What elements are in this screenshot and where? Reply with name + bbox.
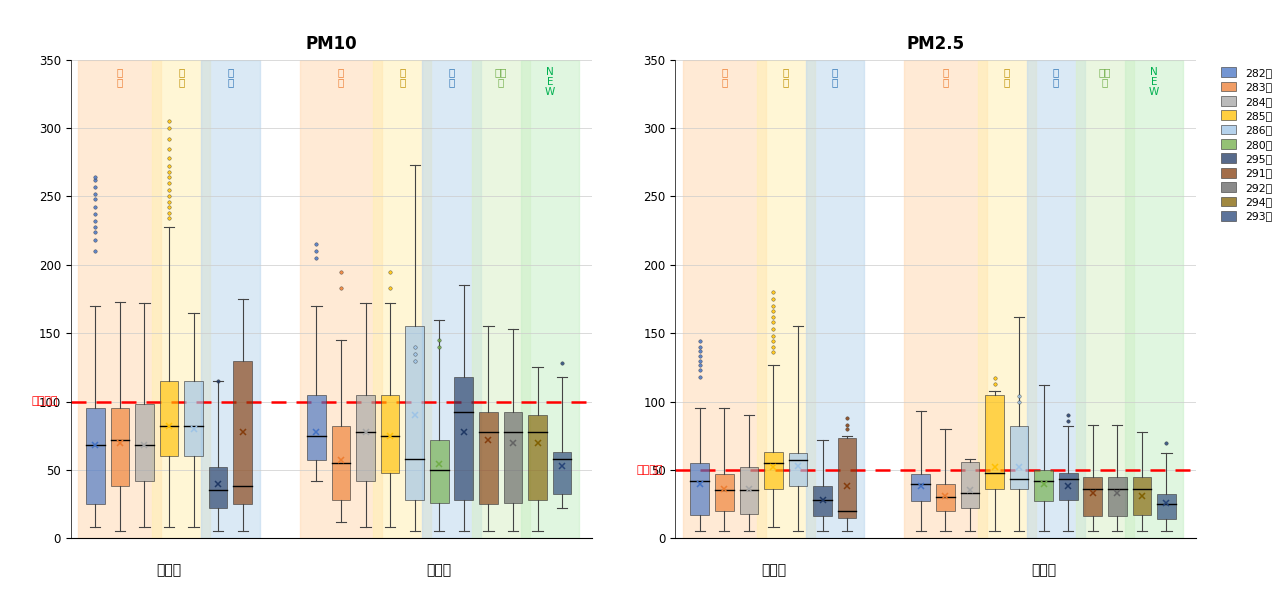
Text: 구버
전: 구버 전 xyxy=(1098,67,1111,87)
FancyBboxPatch shape xyxy=(691,463,709,515)
FancyBboxPatch shape xyxy=(159,381,179,456)
FancyBboxPatch shape xyxy=(985,395,1004,489)
FancyBboxPatch shape xyxy=(208,467,228,508)
FancyBboxPatch shape xyxy=(454,377,473,500)
Bar xyxy=(521,60,579,538)
FancyBboxPatch shape xyxy=(405,327,424,500)
Bar xyxy=(152,60,211,538)
FancyBboxPatch shape xyxy=(480,413,498,504)
FancyBboxPatch shape xyxy=(504,413,522,503)
Text: 좌
측: 좌 측 xyxy=(399,67,405,87)
Title: PM2.5: PM2.5 xyxy=(907,35,964,53)
FancyBboxPatch shape xyxy=(111,408,129,486)
Text: N
E
W: N E W xyxy=(545,67,556,97)
FancyBboxPatch shape xyxy=(529,415,547,500)
Bar xyxy=(683,60,765,538)
FancyBboxPatch shape xyxy=(135,404,154,481)
Text: 구버
전: 구버 전 xyxy=(494,67,507,87)
FancyBboxPatch shape xyxy=(739,467,759,514)
Bar xyxy=(977,60,1037,538)
Bar xyxy=(904,60,986,538)
Text: 우
측: 우 측 xyxy=(943,67,949,87)
FancyBboxPatch shape xyxy=(837,438,856,518)
Text: 필
터: 필 터 xyxy=(228,67,234,87)
FancyBboxPatch shape xyxy=(184,381,203,456)
FancyBboxPatch shape xyxy=(381,395,400,472)
Text: 설치전: 설치전 xyxy=(761,563,786,577)
Title: PM10: PM10 xyxy=(305,35,358,53)
Text: N
E
W: N E W xyxy=(1150,67,1160,97)
Bar xyxy=(1026,60,1085,538)
Bar xyxy=(202,60,260,538)
Bar xyxy=(373,60,432,538)
FancyBboxPatch shape xyxy=(1010,426,1029,489)
Bar xyxy=(1076,60,1134,538)
Text: 설치후: 설치후 xyxy=(427,563,451,577)
Bar xyxy=(300,60,382,538)
Text: 유지기준: 유지기준 xyxy=(637,465,662,475)
FancyBboxPatch shape xyxy=(307,395,325,460)
FancyBboxPatch shape xyxy=(1133,477,1151,515)
FancyBboxPatch shape xyxy=(86,408,104,504)
FancyBboxPatch shape xyxy=(1084,477,1102,516)
Bar xyxy=(78,60,161,538)
Bar xyxy=(472,60,530,538)
FancyBboxPatch shape xyxy=(332,426,350,500)
Bar xyxy=(1125,60,1183,538)
FancyBboxPatch shape xyxy=(1034,470,1053,501)
Text: 좌
측: 좌 측 xyxy=(179,67,184,87)
FancyBboxPatch shape xyxy=(1109,477,1127,516)
Text: 좌
측: 좌 측 xyxy=(783,67,788,87)
Text: 우
측: 우 측 xyxy=(338,67,345,87)
Text: 필
터: 필 터 xyxy=(449,67,455,87)
Text: 우
측: 우 측 xyxy=(117,67,123,87)
Text: 우
측: 우 측 xyxy=(721,67,728,87)
FancyBboxPatch shape xyxy=(764,452,783,489)
FancyBboxPatch shape xyxy=(233,361,252,504)
FancyBboxPatch shape xyxy=(912,474,930,501)
Legend: 282번, 283번, 284번, 285번, 286번, 280번, 295번, 291번, 292번, 294번, 293번: 282번, 283번, 284번, 285번, 286번, 280번, 295번… xyxy=(1219,65,1274,224)
FancyBboxPatch shape xyxy=(961,462,980,508)
Text: 유지기준: 유지기준 xyxy=(32,396,58,407)
Text: 설치전: 설치전 xyxy=(157,563,181,577)
FancyBboxPatch shape xyxy=(715,474,733,511)
Text: 필
터: 필 터 xyxy=(832,67,838,87)
FancyBboxPatch shape xyxy=(430,440,449,503)
FancyBboxPatch shape xyxy=(356,395,376,481)
FancyBboxPatch shape xyxy=(1157,495,1175,519)
FancyBboxPatch shape xyxy=(813,486,832,516)
Text: 좌
측: 좌 측 xyxy=(1003,67,1010,87)
FancyBboxPatch shape xyxy=(936,484,954,511)
FancyBboxPatch shape xyxy=(788,453,808,486)
Text: 필
터: 필 터 xyxy=(1053,67,1060,87)
Bar xyxy=(806,60,864,538)
Bar xyxy=(422,60,481,538)
FancyBboxPatch shape xyxy=(1058,472,1078,500)
Text: 설치후: 설치후 xyxy=(1031,563,1056,577)
FancyBboxPatch shape xyxy=(553,452,571,495)
Bar xyxy=(756,60,815,538)
